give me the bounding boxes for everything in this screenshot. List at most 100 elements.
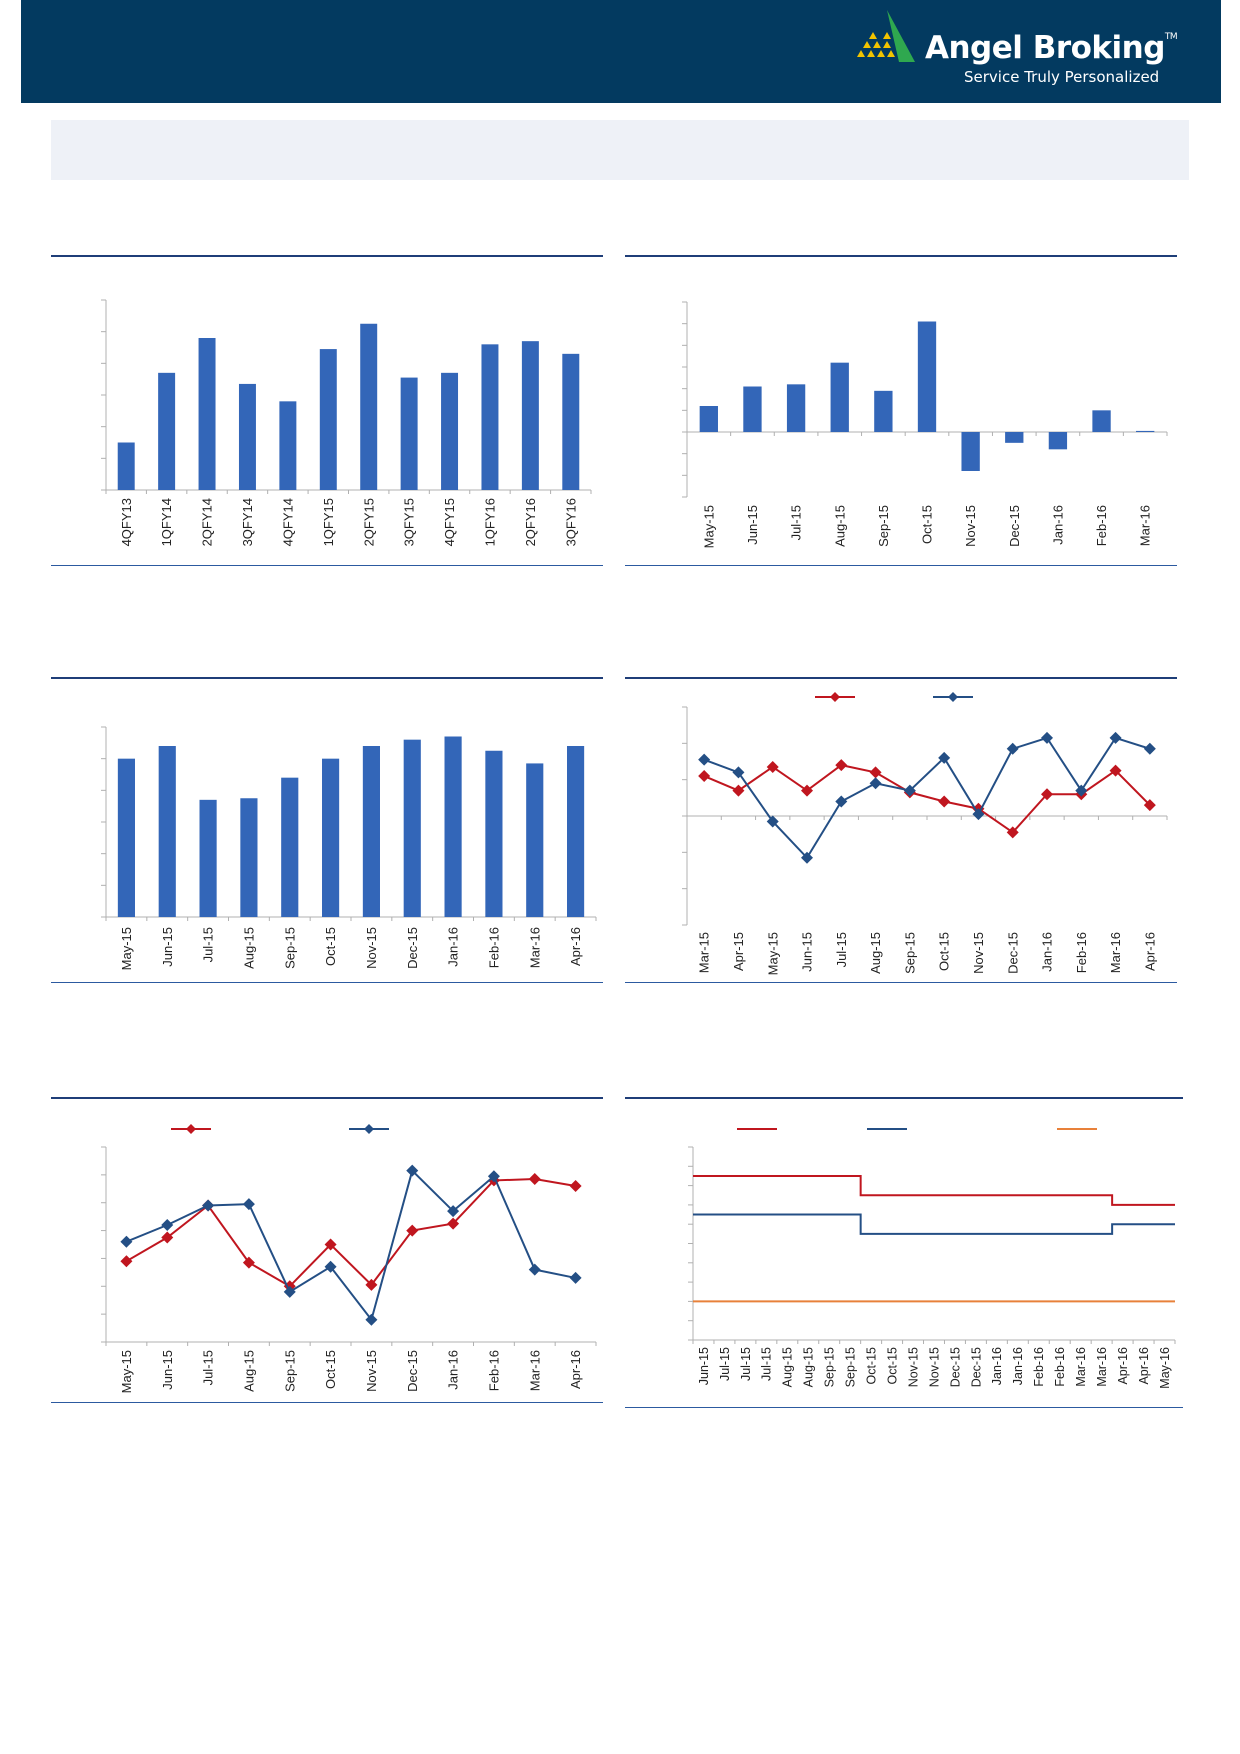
series-point [120, 1255, 133, 1268]
bar [199, 799, 217, 917]
chart-panel-3: May-15 Jun-15 Jul-15 Aug-15 Sep-15 Oct-15 Nov-… [51, 687, 603, 982]
x-tick-label: 3QFY14 [240, 498, 255, 546]
series-point [242, 1256, 255, 1269]
series-point [365, 1278, 378, 1291]
x-tick-label: Jul-15 [760, 1347, 774, 1381]
x-tick-label: Oct-15 [865, 1347, 879, 1385]
bar [1136, 430, 1155, 432]
panel-top-rule [51, 255, 603, 257]
x-tick-label: 3QFY15 [402, 498, 417, 546]
x-tick-label: 4QFY14 [280, 498, 295, 546]
series-line [125, 1178, 576, 1288]
x-tick-label: Jan-16 [1050, 505, 1065, 545]
bar [1048, 432, 1068, 450]
series-point [406, 1224, 419, 1237]
series-point [161, 1219, 174, 1231]
series-point [835, 795, 848, 808]
bar [485, 750, 503, 917]
series-line [693, 1174, 1175, 1206]
series-point [283, 1285, 296, 1298]
x-tick-label: Dec-15 [405, 927, 420, 969]
x-tick-label: 1QFY16 [483, 498, 498, 546]
brand-tagline: Service Truly Personalized [964, 68, 1160, 86]
x-tick-label: Jan-16 [1011, 1347, 1025, 1385]
chart-3: May-15 Jun-15 Jul-15 Aug-15 Sep-15 Oct-15 Nov-… [101, 726, 597, 970]
x-tick-label: Apr-16 [1116, 1347, 1130, 1385]
x-tick-label: 4QFY13 [119, 498, 134, 546]
x-tick-label: 1QFY14 [159, 498, 174, 546]
series-point [1143, 799, 1156, 812]
x-tick-label: 1QFY15 [321, 498, 336, 546]
x-tick-label: Feb-16 [486, 1350, 501, 1391]
x-tick-label: 2QFY14 [200, 498, 215, 546]
bar [562, 353, 580, 490]
x-tick-label: 2QFY16 [523, 498, 538, 546]
panel-bottom-rule [625, 1407, 1183, 1408]
x-tick-label: Oct-15 [920, 505, 935, 544]
x-tick-label: Mar-15 [697, 932, 712, 973]
x-tick-label: Sep-15 [282, 927, 297, 969]
bar [917, 321, 937, 432]
chart-6: Jun-15 Jul-15 Jul-15 Jul-15 Aug-15 Aug-15 Sep-… [688, 1128, 1176, 1389]
x-tick-label: Nov-15 [364, 1350, 379, 1392]
x-tick-label: Mar-16 [1108, 932, 1123, 973]
panel-bottom-rule [625, 982, 1177, 983]
x-tick-label: Jul-15 [789, 505, 804, 540]
series-point [869, 777, 882, 790]
legend-marker [830, 692, 840, 702]
x-tick-label: Aug-15 [832, 505, 847, 547]
x-tick-label: Nov-15 [906, 1347, 920, 1387]
x-tick-label: Nov-15 [963, 505, 978, 547]
bar [444, 736, 462, 917]
series-point [698, 770, 711, 783]
bar [362, 746, 380, 917]
x-tick-label: Nov-15 [927, 1347, 941, 1387]
series-point [447, 1217, 460, 1230]
series-point [766, 815, 779, 828]
brand-name: Angel BrokingTM [925, 30, 1178, 66]
series-point [1041, 788, 1053, 801]
chart-panel-5: May-15 Jun-15 Jul-15 Aug-15 Sep-15 Oct-15 Nov-… [51, 1107, 603, 1402]
series-point [120, 1235, 133, 1248]
series-point [698, 753, 711, 766]
series-point [569, 1180, 582, 1192]
series-point [1006, 826, 1019, 839]
x-tick-label: Aug-15 [802, 1347, 816, 1387]
x-tick-label: Aug-15 [868, 932, 883, 974]
bar [874, 390, 893, 432]
chart-panel-2: May-15 Jun-15 Jul-15 Aug-15 Sep-15 Oct-15 Nov-… [625, 265, 1177, 565]
panel-top-rule [625, 677, 1177, 679]
angel-broking-logo: Angel BrokingTM Service Truly Personaliz… [851, 10, 1178, 90]
x-tick-label: Aug-15 [781, 1347, 795, 1387]
chart-2: May-15 Jun-15 Jul-15 Aug-15 Sep-15 Oct-15 Nov-… [682, 301, 1168, 548]
series-line [703, 736, 1151, 860]
series-point [1075, 784, 1088, 797]
panel-bottom-rule [51, 1402, 603, 1403]
x-tick-label: Apr-16 [568, 1350, 583, 1389]
series-point [938, 795, 951, 808]
chart-5: May-15 Jun-15 Jul-15 Aug-15 Sep-15 Oct-15 Nov-… [101, 1124, 597, 1393]
panel-bottom-rule [51, 982, 603, 983]
bar [1005, 432, 1024, 443]
series-point [324, 1260, 337, 1273]
chart-1: 4QFY13 1QFY14 2QFY14 3QFY14 4QFY14 1QFY15 2QFY… [101, 299, 592, 546]
x-tick-label: Sep-15 [876, 505, 891, 547]
bar [238, 383, 256, 490]
x-tick-label: Feb-16 [1074, 932, 1089, 973]
x-tick-label: Jun-15 [160, 1350, 175, 1390]
x-tick-label: Jan-16 [990, 1347, 1004, 1385]
panel-bottom-rule [625, 565, 1177, 566]
x-tick-label: Feb-16 [486, 927, 501, 968]
chart-panel-4: Mar-15 Apr-15 May-15 Jun-15 Jul-15 Aug-15 Sep-… [625, 687, 1177, 982]
bar [567, 746, 585, 917]
x-tick-label: Dec-15 [969, 1347, 983, 1387]
series-line [126, 1168, 576, 1322]
x-tick-label: Jul-15 [201, 1350, 216, 1385]
series-point [487, 1170, 500, 1183]
bar [481, 344, 499, 490]
bar [830, 362, 849, 432]
bar [322, 758, 340, 917]
bar [117, 758, 135, 917]
bar [240, 798, 258, 917]
x-tick-label: 2QFY15 [361, 498, 376, 546]
